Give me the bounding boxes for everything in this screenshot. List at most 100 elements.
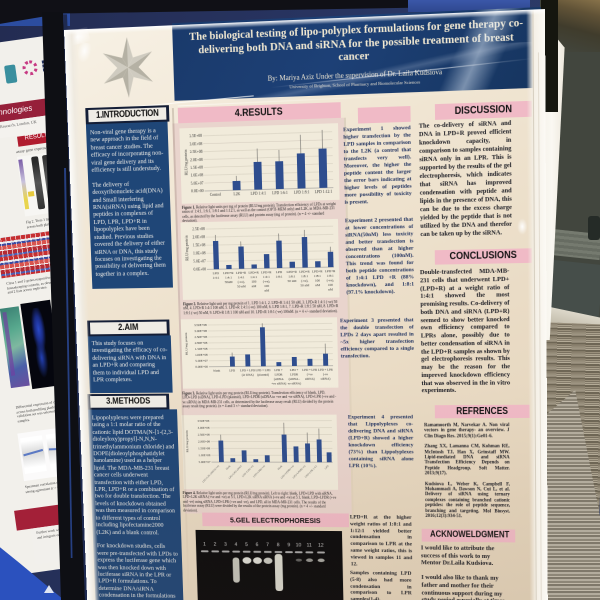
svg-text:2: 2: [214, 542, 217, 548]
svg-text:blank: blank: [277, 464, 283, 471]
svg-text:nM: nM: [328, 287, 333, 291]
svg-text:LPD+R: LPD+R: [248, 270, 259, 274]
svg-text:Control: Control: [210, 193, 221, 197]
svg-text:2.50E+08: 2.50E+08: [198, 433, 210, 437]
svg-text:LPD+R: LPD+R: [299, 269, 310, 273]
svg-text:100: 100: [251, 280, 256, 284]
svg-text:LPD: LPD: [213, 271, 220, 275]
svg-text:blank: blank: [213, 369, 220, 373]
svg-text:7: 7: [266, 542, 269, 548]
svg-text:(siDNA -: (siDNA -: [289, 377, 301, 381]
svg-text:(2r DNA): (2r DNA): [242, 373, 254, 377]
svg-text:1:8:1: 1:8:1: [314, 274, 321, 278]
svg-text:LPD 1:6:1: LPD 1:6:1: [272, 191, 288, 196]
svg-text:LPD+R: LPD+R: [261, 270, 272, 274]
svg-text:50 nM: 50 nM: [287, 279, 296, 283]
svg-text:3.00E+08: 3.00E+08: [194, 329, 207, 333]
svg-text:LPD+R: LPD+R: [223, 271, 234, 275]
svg-text:3.50E+08: 3.50E+08: [194, 323, 207, 327]
svg-text:(plasmid): (plasmid): [257, 373, 269, 377]
svg-text:RLU/mg protein: RLU/mg protein: [185, 430, 190, 452]
svg-text:100: 100: [264, 284, 269, 288]
svg-text:LPD + LPD: LPD + LPD: [255, 368, 271, 372]
svg-text:(siDNA: (siDNA: [274, 377, 285, 381]
svg-text:ve siRNA): ve siRNA): [288, 381, 301, 385]
svg-text:1:4:1: 1:4:1: [213, 276, 220, 280]
svg-text:+ve siRNA): +ve siRNA): [271, 381, 286, 385]
svg-text:1.50E+08: 1.50E+08: [198, 446, 210, 450]
svg-text:1.0E+08: 1.0E+08: [193, 251, 206, 255]
svg-text:1.0E+08: 1.0E+08: [191, 173, 204, 177]
svg-text:LPD: LPD: [324, 465, 330, 471]
svg-text:1.5E+08: 1.5E+08: [190, 166, 203, 170]
svg-text:1:4:1: 1:4:1: [238, 275, 245, 279]
svg-text:50nM: 50nM: [225, 280, 233, 284]
svg-text:100: 100: [328, 283, 333, 287]
svg-text:1:8:1: 1:8:1: [288, 274, 295, 278]
svg-text:50 nM: 50 nM: [300, 283, 309, 287]
svg-text:(-ve),: (-ve),: [238, 280, 246, 285]
svg-text:3.00E+08: 3.00E+08: [197, 426, 209, 430]
svg-text:LPD 1:12:1: LPD 1:12:1: [315, 190, 333, 195]
svg-text:nM: nM: [252, 284, 257, 288]
svg-text:3: 3: [224, 542, 227, 548]
svg-text:LPD + LPD: LPD + LPD: [240, 368, 256, 372]
svg-text:1:8:1: 1:8:1: [327, 274, 334, 278]
svg-text:nM: nM: [264, 288, 269, 292]
svg-text:(+ve: (+ve: [307, 372, 313, 376]
svg-text:1:8:1: 1:8:1: [301, 274, 308, 278]
svg-text:5.0E+07: 5.0E+07: [193, 260, 206, 264]
svg-text:2.00E+08: 2.00E+08: [195, 341, 208, 345]
svg-text:LPD +: LPD +: [290, 368, 299, 372]
svg-text:1.00E+08: 1.00E+08: [195, 353, 208, 357]
svg-text:LPD + LPR: LPD + LPR: [302, 368, 318, 372]
svg-text:1:4:1: 1:4:1: [263, 275, 270, 279]
svg-text:12: 12: [318, 543, 324, 549]
svg-text:0.0E+00: 0.0E+00: [194, 268, 207, 272]
svg-text:3.5E+08: 3.5E+08: [189, 134, 202, 139]
svg-text:L2K: L2K: [233, 192, 240, 196]
svg-text:5.00E+07: 5.00E+07: [199, 460, 211, 464]
svg-text:LPDR: LPDR: [275, 373, 284, 377]
svg-text:2.5E+08: 2.5E+08: [190, 150, 203, 155]
svg-text:(-ve),: (-ve),: [301, 279, 309, 284]
svg-text:5.00E+07: 5.00E+07: [195, 359, 208, 363]
svg-text:siRNA): siRNA): [305, 377, 315, 381]
svg-text:0.0E+00: 0.0E+00: [191, 189, 204, 193]
svg-text:1:4:1: 1:4:1: [225, 275, 232, 279]
svg-text:4: 4: [235, 542, 238, 548]
svg-text:9: 9: [287, 542, 290, 548]
svg-text:LPD+R: LPD+R: [312, 269, 323, 273]
svg-text:LPD 1:8:1: LPD 1:8:1: [294, 190, 310, 195]
svg-text:2.0E+08: 2.0E+08: [190, 158, 203, 162]
svg-text:0.00E+00: 0.00E+00: [195, 365, 208, 369]
svg-text:blank: blank: [225, 464, 231, 471]
svg-text:LPDR: LPDR: [290, 372, 299, 376]
svg-text:8: 8: [277, 542, 280, 548]
svg-text:RLU/mg protein: RLU/mg protein: [185, 235, 190, 260]
svg-text:LPD+R: LPD+R: [286, 270, 297, 274]
svg-text:RLU/mg protein: RLU/mg protein: [184, 149, 189, 175]
svg-text:1.50E+08: 1.50E+08: [195, 347, 208, 351]
svg-text:nM: nM: [315, 283, 320, 287]
svg-text:2.5E+08: 2.5E+08: [192, 227, 205, 231]
svg-text:1.00E+08: 1.00E+08: [198, 453, 210, 457]
svg-text:LPD+R: LPD+R: [236, 271, 247, 275]
svg-text:11: 11: [306, 543, 311, 549]
svg-text:LPD + LPR: LPD + LPR: [318, 368, 334, 372]
svg-text:(-ve),: (-ve),: [263, 279, 271, 284]
svg-text:100: 100: [315, 278, 320, 282]
svg-text:1: 1: [203, 542, 206, 548]
svg-text:2.0E+08: 2.0E+08: [192, 235, 205, 239]
svg-text:2.50E+08: 2.50E+08: [194, 335, 207, 339]
svg-text:1.5E+08: 1.5E+08: [193, 243, 206, 247]
svg-text:RLU/mg protein: RLU/mg protein: [184, 332, 189, 355]
svg-text:2.00E+08: 2.00E+08: [198, 440, 210, 444]
svg-text:(-ve: (-ve: [323, 372, 329, 376]
svg-text:5: 5: [245, 542, 248, 548]
svg-text:3.0E+08: 3.0E+08: [190, 142, 203, 147]
svg-text:LPD: LPD: [276, 270, 283, 274]
svg-text:LPD: LPD: [229, 368, 236, 372]
svg-text:LPD +: LPD +: [274, 368, 283, 372]
svg-text:(-ve),: (-ve),: [327, 278, 335, 283]
